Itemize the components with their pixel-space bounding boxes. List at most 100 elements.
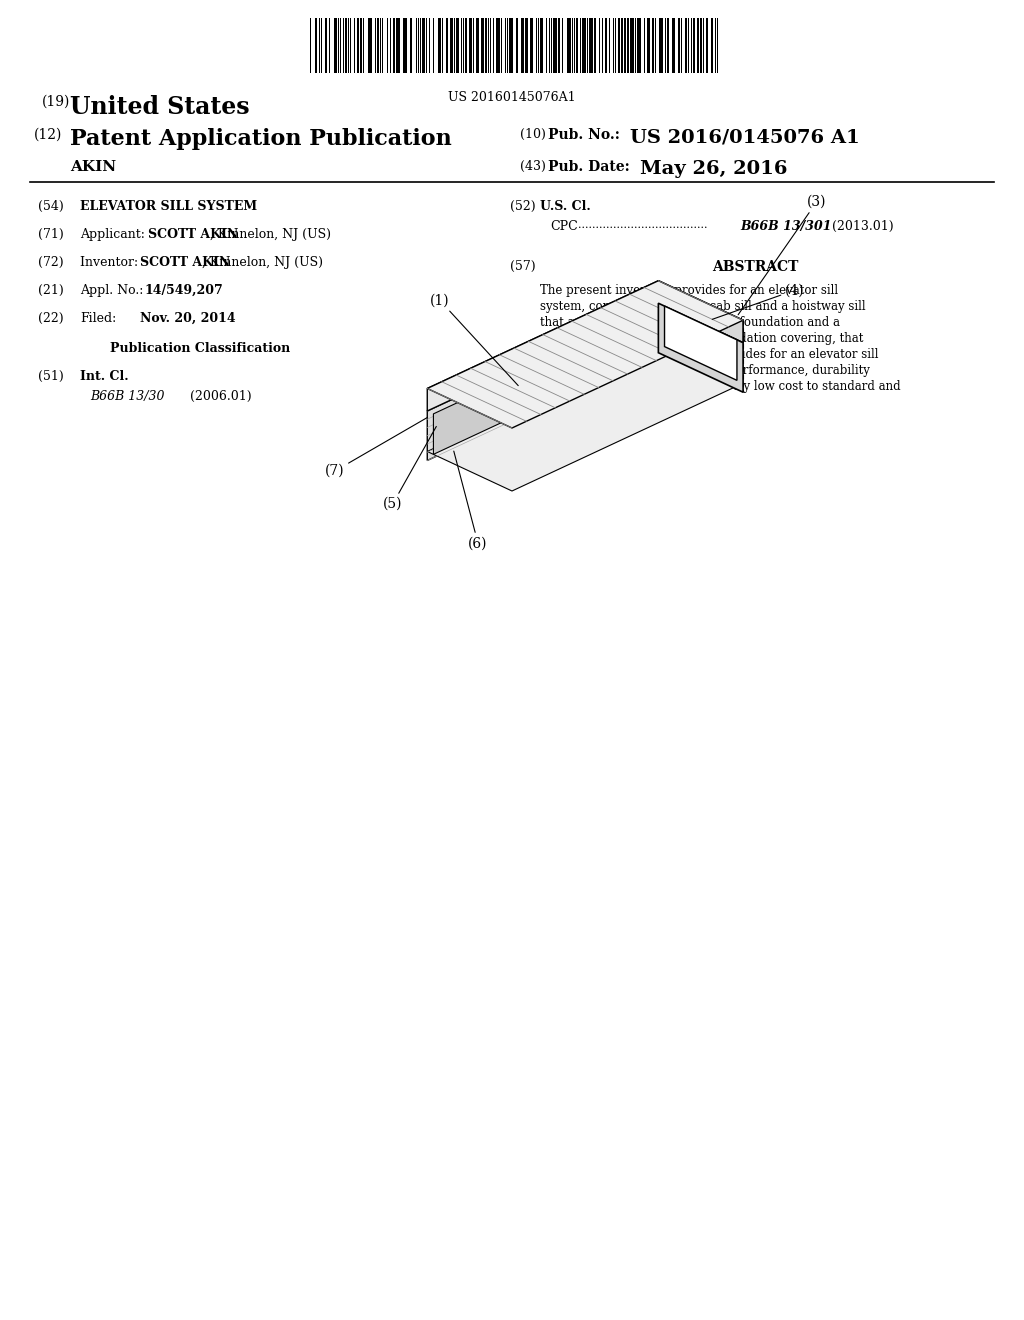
Text: (3): (3) [738,195,826,314]
Bar [377,18,379,73]
Bar [345,18,347,73]
Text: (72): (72) [38,256,63,269]
Bar [325,18,327,73]
Polygon shape [665,306,737,380]
Bar [575,18,578,73]
Text: Filed:: Filed: [80,312,117,325]
Polygon shape [427,304,658,461]
Text: and appearance at a comparatively low cost to standard and: and appearance at a comparatively low co… [540,380,901,393]
Text: United States: United States [70,95,250,119]
Bar [706,18,708,73]
Text: US 2016/0145076 A1: US 2016/0145076 A1 [630,128,860,147]
Bar [360,18,362,73]
Bar [589,18,593,73]
Bar [315,18,317,73]
Text: B66B 13/30: B66B 13/30 [90,389,165,403]
Bar [553,18,557,73]
Bar [700,18,702,73]
Bar [438,18,441,73]
Polygon shape [427,281,658,411]
Text: AKIN: AKIN [70,160,116,174]
Text: (12): (12) [34,128,62,143]
Text: (57): (57) [510,260,536,273]
Bar [637,18,641,73]
Text: (71): (71) [38,228,63,242]
Polygon shape [433,306,665,454]
Bar [558,18,560,73]
Bar [393,18,395,73]
Bar [697,18,699,73]
Polygon shape [427,281,743,428]
Bar [693,18,695,73]
Bar [540,18,543,73]
Bar [621,18,623,73]
Bar [446,18,449,73]
Polygon shape [658,304,743,392]
Bar [630,18,634,73]
Text: system of superior application, performance, durability: system of superior application, performa… [540,364,869,378]
Text: CPC: CPC [550,220,578,234]
Text: SCOTT AKIN: SCOTT AKIN [148,228,239,242]
Text: Nov. 20, 2014: Nov. 20, 2014 [140,312,236,325]
Bar [516,18,518,73]
Bar [509,18,513,73]
Bar [496,18,500,73]
Bar [521,18,524,73]
Bar [647,18,650,73]
Text: .....................................: ..................................... [578,220,708,230]
Text: (54): (54) [38,201,63,213]
Bar [685,18,687,73]
Bar [403,18,407,73]
Text: Appl. No.:: Appl. No.: [80,284,152,297]
Text: 14/549,207: 14/549,207 [145,284,224,297]
Text: Pub. Date:: Pub. Date: [548,160,630,174]
Text: customized elevator sills.: customized elevator sills. [540,396,690,409]
Bar [711,18,713,73]
Bar [481,18,484,73]
Text: corresponding and novel sill foundation covering, that: corresponding and novel sill foundation … [540,333,863,345]
Text: B66B 13/301: B66B 13/301 [740,220,831,234]
Text: , Kinnelon, NJ (US): , Kinnelon, NJ (US) [210,228,331,242]
Text: May 26, 2016: May 26, 2016 [640,160,787,178]
Bar [659,18,663,73]
Bar [672,18,675,73]
Text: Applicant:: Applicant: [80,228,153,242]
Bar [465,18,467,73]
Text: Publication Classification: Publication Classification [110,342,290,355]
Bar [624,18,626,73]
Text: , Kinnelon, NJ (US): , Kinnelon, NJ (US) [202,256,323,269]
Text: Inventor:: Inventor: [80,256,151,269]
Text: (10): (10) [520,128,546,141]
Bar [525,18,528,73]
Text: (5): (5) [383,426,436,511]
Bar [456,18,459,73]
Text: ELEVATOR SILL SYSTEM: ELEVATOR SILL SYSTEM [80,201,257,213]
Text: (7): (7) [326,417,428,478]
Text: U.S. Cl.: U.S. Cl. [540,201,591,213]
Text: SCOTT AKIN: SCOTT AKIN [140,256,230,269]
Text: (52): (52) [510,201,536,213]
Text: (21): (21) [38,284,63,297]
Bar [627,18,629,73]
Bar [530,18,534,73]
Bar [485,18,487,73]
Bar [469,18,472,73]
Bar [678,18,680,73]
Bar [450,18,453,73]
Text: (1): (1) [430,293,518,385]
Bar [410,18,412,73]
Bar [334,18,337,73]
Text: Patent Application Publication: Patent Application Publication [70,128,452,150]
Text: ABSTRACT: ABSTRACT [712,260,798,275]
Text: (51): (51) [38,370,63,383]
Bar [396,18,400,73]
Bar [605,18,607,73]
Bar [652,18,654,73]
Bar [368,18,372,73]
Text: The present invention provides for an elevator sill: The present invention provides for an el… [540,284,838,297]
Text: (4): (4) [713,284,805,319]
Bar [422,18,425,73]
Text: Int. Cl.: Int. Cl. [80,370,129,383]
Text: (2013.01): (2013.01) [831,220,894,234]
Bar [476,18,479,73]
